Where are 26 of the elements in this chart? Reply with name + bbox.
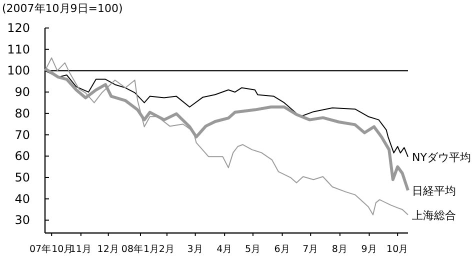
y-tick-label: 90 [14, 85, 30, 100]
y-tick-label: 110 [7, 42, 30, 56]
y-tick-label: 100 [7, 64, 30, 78]
y-tick-label: 60 [14, 149, 30, 164]
y-tick-label: 30 [14, 213, 30, 228]
y-tick-label: 120 [7, 21, 30, 35]
y-tick-label: 50 [14, 170, 30, 184]
y-tick-label: 80 [14, 106, 30, 120]
x-tick-label: 08年1月 [121, 243, 160, 255]
series-label: 上海総合 [412, 208, 456, 222]
x-tick-label: 6月 [274, 244, 290, 255]
y-axis-title: (2007年10月9日=100) [2, 2, 123, 15]
y-tick-label: 70 [14, 128, 30, 142]
series-label: NYダウ平均 [412, 150, 471, 164]
x-tick-label: 11月 [70, 244, 92, 255]
x-tick-label: 2月 [158, 244, 175, 255]
y-tick-label: 40 [14, 192, 30, 206]
x-tick-label: 5月 [244, 244, 261, 255]
x-tick-label: 4月 [216, 244, 233, 255]
x-tick-label: 12月 [97, 244, 120, 255]
x-tick-label: 3月 [187, 244, 204, 255]
x-tick-label: 10月 [386, 244, 409, 255]
x-tick-label: 7月 [302, 244, 319, 255]
series-label: 日経平均 [412, 184, 456, 198]
x-tick-label: 8月 [332, 244, 348, 255]
x-tick-label: 9月 [361, 244, 378, 255]
